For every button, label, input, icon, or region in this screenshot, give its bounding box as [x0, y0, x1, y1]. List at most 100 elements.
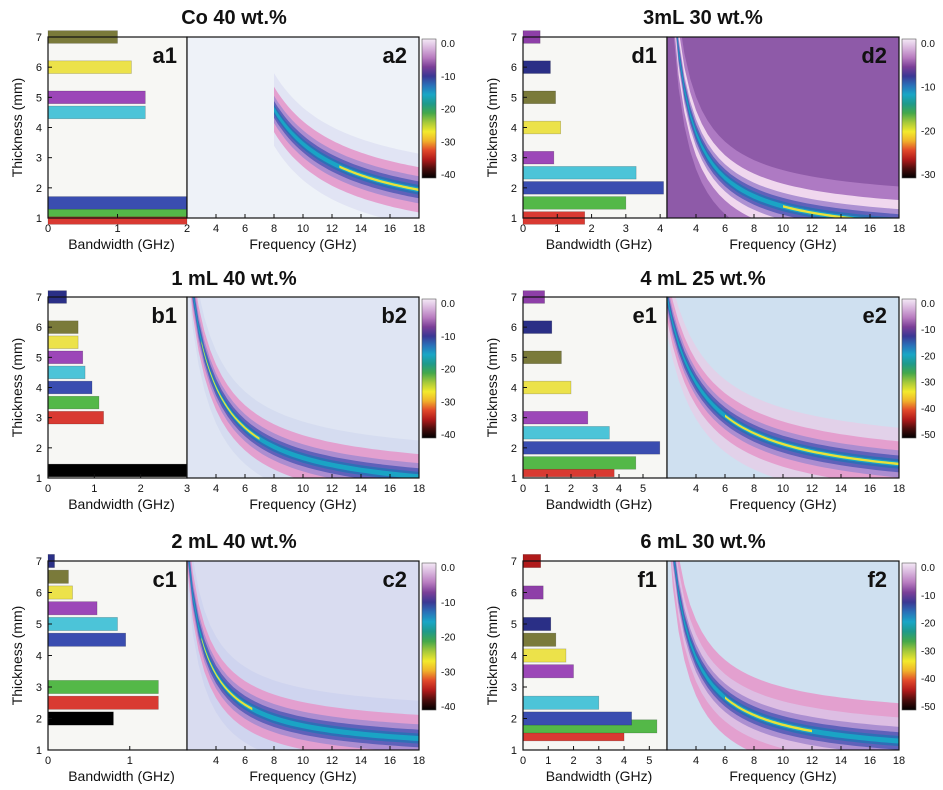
- heatmap-layers: [187, 37, 419, 218]
- ytick-label: 3: [36, 153, 42, 165]
- xtick-label: 18: [893, 223, 905, 235]
- ytick-label: 1: [511, 745, 517, 757]
- ytick-label: 5: [511, 619, 517, 631]
- bar-f1-2: [522, 711, 632, 726]
- xtick-label: 4: [213, 755, 219, 767]
- xtick-label: 2: [570, 755, 576, 767]
- ytick-label: 2: [511, 443, 517, 455]
- xtick-label: 4: [693, 755, 699, 767]
- colorbar-tick-label: -40: [921, 674, 936, 685]
- y-axis-title: Thickness (mm): [484, 606, 500, 706]
- contour-core: [783, 205, 860, 218]
- bar-e1-2: [522, 441, 661, 455]
- colorbar-tick-label: -20: [921, 126, 936, 137]
- xtick-label: 12: [806, 483, 818, 495]
- colorbar: [901, 562, 917, 711]
- ytick-label: 2: [36, 714, 42, 726]
- bar-b1-6: [47, 335, 79, 349]
- panel-label: d1: [631, 43, 657, 68]
- bar-f1-6: [522, 632, 557, 647]
- colorbar-tick-label: -30: [921, 646, 936, 657]
- xtick-label: 2: [568, 483, 574, 495]
- panel-label: b2: [381, 303, 407, 328]
- contour-core: [725, 696, 812, 733]
- xtick-label: 14: [355, 483, 367, 495]
- xtick-label: 18: [893, 483, 905, 495]
- panel-title: 4 mL 25 wt.%: [640, 268, 765, 290]
- panel-label: d2: [861, 43, 887, 68]
- colorbar-tick-label: -50: [921, 702, 936, 713]
- ytick-label: 4: [511, 651, 517, 663]
- xtick-label: 5: [646, 755, 652, 767]
- heatmap-layers: [187, 297, 419, 478]
- xtick-label: 12: [806, 755, 818, 767]
- colorbar-tick-label: -30: [441, 397, 456, 408]
- ytick-label: 1: [36, 213, 42, 225]
- ytick-label: 3: [36, 413, 42, 425]
- colorbar-tick-label: -10: [441, 332, 456, 343]
- ytick-label: 7: [36, 556, 42, 568]
- colorbar-tick-label: -50: [921, 430, 936, 441]
- bar-d1-1: [522, 196, 627, 210]
- xtick-label: 16: [864, 223, 876, 235]
- xtick-label: 8: [271, 755, 277, 767]
- ytick-label: 3: [36, 682, 42, 694]
- xtick-label: 4: [616, 483, 622, 495]
- colorbar-tick-label: -40: [441, 430, 456, 441]
- bar-a1-2: [47, 196, 188, 210]
- bar-d1-7: [522, 60, 551, 74]
- xtick-label: 0: [520, 483, 526, 495]
- heatmap-layers: [667, 37, 899, 218]
- colorbar-tick-label: 0.0: [441, 299, 455, 310]
- panel-title: 3mL 30 wt.%: [643, 7, 763, 29]
- contour-band-3: [274, 101, 419, 199]
- colorbar-tick-label: -30: [441, 667, 456, 678]
- heatmap-panel-d2: 4 6 8 10 12 14 16 18 Frequency (GHz) d2 0.0 -10 -20 -…: [666, 36, 936, 252]
- bar-f1-3: [522, 695, 600, 710]
- colorbar-tick-label: -20: [921, 351, 936, 362]
- xtick-label: 1: [91, 483, 97, 495]
- xtick-label: 1: [545, 755, 551, 767]
- xtick-label: 2: [184, 223, 190, 235]
- xtick-label: 14: [835, 755, 847, 767]
- panel-title: 2 mL 40 wt.%: [171, 531, 296, 553]
- colorbar-tick-label: -30: [921, 170, 936, 181]
- bar-a1-4: [47, 90, 146, 104]
- colorbar-tick-label: -30: [441, 137, 456, 148]
- panel-label: a2: [383, 43, 407, 68]
- colorbar: [421, 298, 437, 439]
- heatmap-layers: [187, 561, 419, 750]
- ytick-label: 2: [36, 443, 42, 455]
- xtick-label: 3: [184, 483, 190, 495]
- colorbar: [421, 38, 437, 179]
- xtick-label: 14: [835, 483, 847, 495]
- xtick-label: 10: [297, 755, 309, 767]
- colorbar-tick-label: 0.0: [921, 563, 935, 574]
- xtick-label: 16: [384, 223, 396, 235]
- panel-label: f2: [867, 567, 887, 592]
- colorbar-tick-label: 0.0: [441, 563, 455, 574]
- bar-c1-7: [47, 569, 69, 584]
- xtick-label: 0: [45, 223, 51, 235]
- ytick-label: 7: [36, 292, 42, 304]
- xtick-label: 16: [384, 483, 396, 495]
- heatmap-panel-a2: 4 6 8 10 12 14 16 18 Frequency (GHz) a2 0.0 -10 -20 -…: [186, 36, 456, 252]
- panel-title: Co 40 wt.%: [181, 7, 287, 29]
- xtick-label: 4: [693, 223, 699, 235]
- bar-c1-2: [47, 680, 159, 694]
- ytick-label: 4: [36, 123, 42, 135]
- x-axis-title: Bandwidth (GHz): [546, 496, 653, 512]
- x-axis-title: Frequency (GHz): [249, 768, 356, 784]
- xtick-label: 16: [384, 755, 396, 767]
- xtick-label: 8: [751, 755, 757, 767]
- xtick-label: 10: [297, 223, 309, 235]
- xtick-label: 4: [693, 483, 699, 495]
- xtick-label: 4: [213, 483, 219, 495]
- xtick-label: 8: [751, 483, 757, 495]
- xtick-label: 10: [777, 223, 789, 235]
- bar-f1-7: [522, 617, 552, 631]
